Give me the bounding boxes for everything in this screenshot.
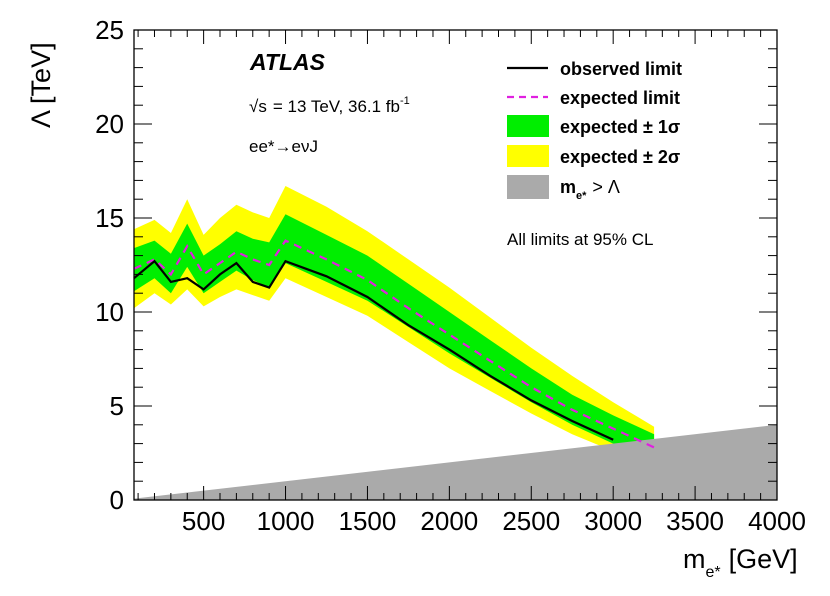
x-axis-title: me* [GeV] — [683, 544, 798, 581]
one-sigma-band — [134, 214, 655, 461]
legend-excluded-swatch — [507, 175, 549, 199]
observed-limit-line — [133, 259, 614, 441]
y-tick-label: 15 — [95, 203, 124, 233]
plot-frame — [133, 29, 778, 501]
legend-one-sigma-label: expected ± 1σ — [560, 117, 680, 137]
legend-excluded-label: me* > Λ — [560, 177, 620, 202]
energy-label: √s = 13 TeV, 36.1 fb-1 — [249, 95, 410, 116]
y-tick-label: 10 — [95, 297, 124, 327]
legend-two-sigma-label: expected ± 2σ — [560, 147, 680, 167]
x-tick-label: 1500 — [339, 506, 397, 536]
y-tick-label: 0 — [110, 485, 124, 515]
y-tick-label: 20 — [95, 109, 124, 139]
x-tick-label: 2500 — [502, 506, 560, 536]
legend-expected-label: expected limit — [560, 88, 680, 108]
legend-observed-label: observed limit — [560, 59, 682, 79]
x-tick-label: 500 — [182, 506, 225, 536]
excluded-region — [134, 424, 777, 500]
experiment-label: ATLAS — [249, 49, 326, 75]
x-tick-label: 1000 — [257, 506, 315, 536]
x-tick-label: 3500 — [666, 506, 724, 536]
expected-limit-line — [133, 239, 655, 449]
x-tick-label: 2000 — [420, 506, 478, 536]
y-tick-label: 5 — [110, 391, 124, 421]
x-tick-label: 4000 — [748, 506, 806, 536]
cl-note: All limits at 95% CL — [507, 230, 653, 249]
legend: observed limit expected limit expected ±… — [507, 59, 682, 202]
y-tick-label: 25 — [95, 15, 124, 45]
y-axis-title: Λ [TeV] — [26, 42, 56, 128]
legend-two-sigma-swatch — [507, 145, 549, 167]
legend-one-sigma-swatch — [507, 115, 549, 137]
channel-label: ee*→eνJ — [249, 137, 318, 156]
x-tick-label: 3000 — [584, 506, 642, 536]
